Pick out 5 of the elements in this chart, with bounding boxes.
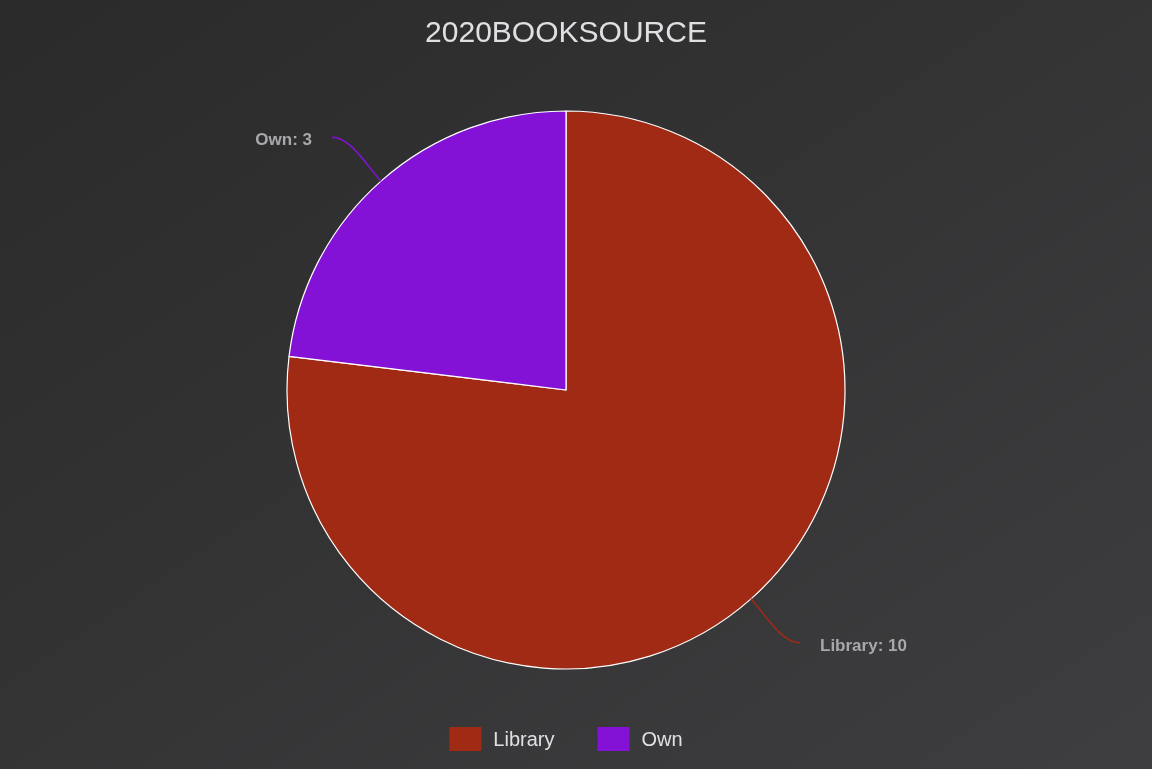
data-label: Library: 10 (820, 635, 907, 655)
chart-title: 2020BOOKSOURCE (425, 15, 707, 48)
legend-label: Own (641, 728, 683, 750)
slice-label: Library (493, 728, 555, 750)
data-label: Own: 3 (255, 130, 312, 150)
